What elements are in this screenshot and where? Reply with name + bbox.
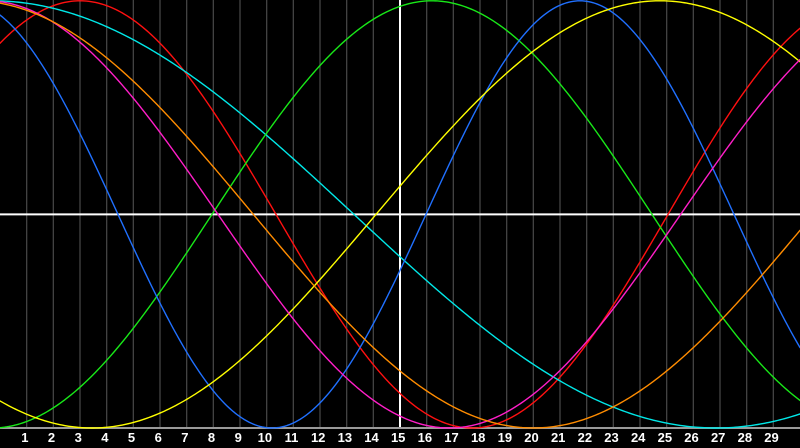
svg-text:1: 1: [21, 430, 28, 445]
svg-text:12: 12: [311, 430, 325, 445]
svg-text:13: 13: [338, 430, 352, 445]
svg-text:5: 5: [128, 430, 135, 445]
svg-text:21: 21: [551, 430, 565, 445]
svg-text:16: 16: [418, 430, 432, 445]
svg-text:7: 7: [181, 430, 188, 445]
svg-text:6: 6: [155, 430, 162, 445]
svg-text:2: 2: [48, 430, 55, 445]
svg-text:18: 18: [471, 430, 485, 445]
svg-text:3: 3: [75, 430, 82, 445]
svg-text:25: 25: [658, 430, 672, 445]
svg-text:9: 9: [235, 430, 242, 445]
svg-text:4: 4: [101, 430, 109, 445]
svg-text:15: 15: [391, 430, 405, 445]
svg-text:17: 17: [444, 430, 458, 445]
svg-text:27: 27: [711, 430, 725, 445]
svg-text:29: 29: [764, 430, 778, 445]
svg-text:22: 22: [578, 430, 592, 445]
svg-text:24: 24: [631, 430, 646, 445]
svg-text:19: 19: [498, 430, 512, 445]
svg-text:28: 28: [738, 430, 752, 445]
svg-text:11: 11: [285, 430, 299, 445]
svg-text:26: 26: [684, 430, 698, 445]
svg-text:20: 20: [524, 430, 538, 445]
svg-text:10: 10: [258, 430, 272, 445]
svg-text:8: 8: [208, 430, 215, 445]
svg-text:14: 14: [364, 430, 379, 445]
svg-text:23: 23: [604, 430, 618, 445]
